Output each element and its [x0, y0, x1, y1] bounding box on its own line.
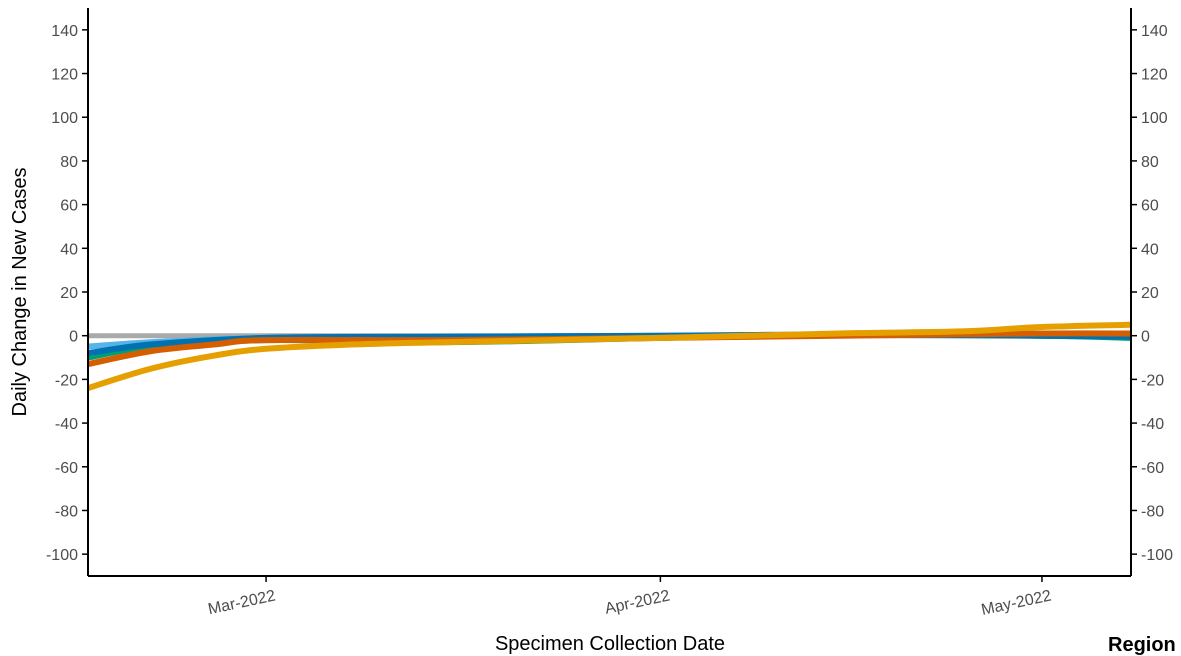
x-axis-title: Specimen Collection Date: [495, 633, 725, 655]
y-tick-label-right: -20: [1141, 372, 1164, 389]
y-tick-label-right: 40: [1141, 241, 1159, 258]
y-tick-label-left: 20: [60, 285, 78, 302]
x-tick-label: Mar-2022: [207, 587, 278, 618]
y-tick-label-left: -40: [55, 416, 78, 433]
x-tick-label: Apr-2022: [603, 587, 671, 617]
y-tick-label-right: 120: [1141, 67, 1168, 84]
y-tick-label-left: -20: [55, 372, 78, 389]
y-tick-label-right: 100: [1141, 110, 1168, 127]
y-tick-label-left: 40: [60, 241, 78, 258]
y-tick-label-right: 20: [1141, 285, 1159, 302]
series-line-6: [87, 321, 1132, 391]
y-tick-label-left: -60: [55, 460, 78, 477]
y-tick-label-left: 100: [51, 110, 78, 127]
y-tick-label-right: 0: [1141, 329, 1150, 346]
y-tick-label-left: 120: [51, 67, 78, 84]
axis-layer: [87, 8, 1132, 577]
y-tick-label-right: -100: [1141, 547, 1173, 564]
y-tick-label-right: 80: [1141, 154, 1159, 171]
y-tick-label-left: 0: [69, 329, 78, 346]
y-tick-label-right: -40: [1141, 416, 1164, 433]
y-tick-label-left: 80: [60, 154, 78, 171]
y-tick-label-left: 60: [60, 198, 78, 215]
y-tick-label-left: 140: [51, 23, 78, 40]
legend-title: Region: [1108, 634, 1176, 656]
series-layer: [87, 321, 1132, 391]
tick-layer: -100 -100 -80 -80 -60 -60 -40 -40 -20 -20 0 0 20 20 40…: [46, 23, 1173, 619]
x-tick-label: May-2022: [980, 587, 1053, 618]
y-tick-label-right: -60: [1141, 460, 1164, 477]
y-tick-label-right: -80: [1141, 503, 1164, 520]
y-axis-title: Daily Change in New Cases: [9, 167, 31, 416]
y-tick-label-left: -80: [55, 503, 78, 520]
y-tick-label-left: -100: [46, 547, 78, 564]
y-tick-label-right: 140: [1141, 23, 1168, 40]
y-tick-label-right: 60: [1141, 198, 1159, 215]
